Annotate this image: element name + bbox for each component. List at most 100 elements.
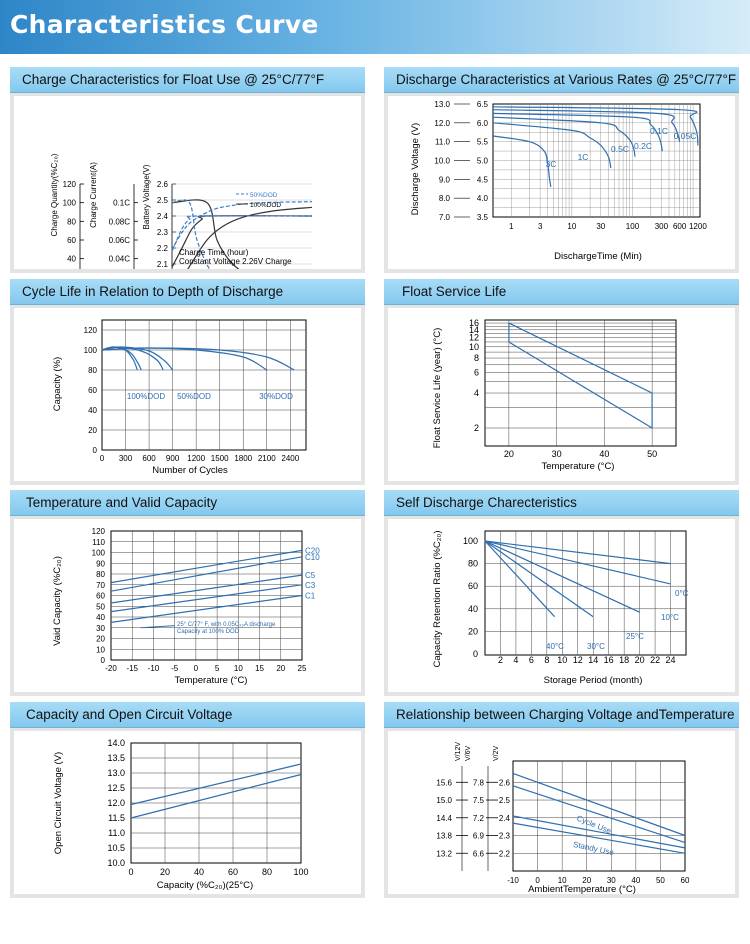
tick-label: 20 [468, 626, 478, 636]
series-label: 0.2C [634, 141, 652, 151]
panel-charge: Charge Characteristics for Float Use @ 2… [10, 67, 365, 273]
tick-label: -10 [148, 664, 160, 673]
tick-label: 12.5 [107, 783, 125, 793]
x-axis-label: Charge Time (hour) [179, 248, 249, 257]
tick-label: 40 [67, 255, 76, 264]
tick-label: 1800 [234, 454, 252, 463]
series-label: 0°C [675, 589, 689, 598]
ocv-chart: Open Circuit Voltage (V) Capacity (%C₂₀)… [53, 738, 309, 891]
series-label: 1C [578, 152, 589, 162]
series-line [110, 584, 303, 613]
series-line [187, 206, 313, 269]
tick-label: 120 [84, 326, 98, 335]
series-label: C5 [305, 571, 316, 580]
tick-label: 11.0 [435, 138, 451, 147]
tick-label: 12 [573, 655, 583, 665]
tick-label: 0 [194, 664, 199, 673]
tick-label: 20 [88, 426, 97, 435]
tick-label: 10.5 [107, 843, 125, 853]
series-line [101, 346, 142, 371]
series-label: 100%DOD [127, 392, 165, 401]
tick-label: 25 [298, 664, 307, 673]
panel-title: Capacity and Open Circuit Voltage [10, 702, 365, 728]
series-line [484, 540, 671, 565]
tick-label: 6.0 [477, 119, 489, 128]
tick-label: 80 [96, 570, 105, 579]
tick-label: 100 [63, 199, 77, 208]
tick-label: 11.0 [108, 828, 125, 838]
tick-label: 15.0 [436, 796, 452, 805]
tick-label: 600 [142, 454, 156, 463]
series-label: 10°C [661, 613, 679, 622]
tick-label: 14.4 [436, 814, 452, 823]
x-axis-label: Number of Cycles [152, 465, 228, 476]
tick-label: 5.5 [477, 138, 489, 147]
tick-label: 30 [596, 222, 605, 231]
tick-label: 60 [88, 386, 97, 395]
series-label: 0.05C [674, 131, 697, 141]
chart-area: Capacity Retention Ratio (%C₂₀) Storage … [388, 519, 735, 692]
x-axis-label: Capacity (%C₂₀)(25°C) [157, 880, 253, 891]
axis-voltage: Battery Voltage(V) [142, 164, 151, 229]
tick-label: 13.5 [107, 753, 125, 763]
tick-label: 20 [582, 876, 591, 885]
tick-label: 16 [469, 318, 479, 328]
x-axis-label: Temperature (°C) [175, 675, 248, 686]
tick-label: 3.5 [477, 213, 489, 222]
plot-frame [484, 319, 677, 447]
series-label: 30%DOD [259, 392, 293, 401]
chart-area: Discharge Voltage (V) DischargeTime (Min… [388, 96, 735, 269]
tick-label: 10 [567, 222, 576, 231]
series-label: C3 [305, 581, 316, 590]
tick-label: 100 [626, 222, 640, 231]
tick-label: 300 [119, 454, 133, 463]
series-line [130, 773, 302, 819]
page-title: Characteristics Curve [10, 10, 319, 39]
tick-label: 10 [557, 655, 567, 665]
series-label: 0.1C [650, 126, 668, 136]
tick-label: 0 [473, 649, 478, 659]
tick-label: 2.6 [499, 778, 511, 787]
tick-label: 20 [276, 664, 285, 673]
tick-label: 14.0 [107, 738, 125, 748]
x-axis-label: DischargeTime (Min) [554, 251, 642, 262]
tick-label: 7.8 [473, 778, 485, 787]
series-label: 30°C [587, 642, 605, 651]
tick-label: 0.1C [113, 199, 130, 208]
tick-label: 120 [63, 180, 77, 189]
tick-label: 40 [468, 604, 478, 614]
tick-label: 2.4 [157, 212, 169, 221]
axis-label: Float Service Life (year) (°C) [432, 328, 443, 448]
tick-label: 60 [228, 867, 238, 877]
tick-label: 13.0 [434, 100, 450, 109]
series-line [492, 112, 663, 152]
tick-label: 1200 [689, 222, 707, 231]
tick-label: 2.5 [157, 196, 169, 205]
series-line [171, 199, 211, 269]
tick-label: 1 [509, 222, 514, 231]
tick-label: 0.08C [109, 217, 131, 226]
tick-label: 60 [681, 876, 690, 885]
discharge-chart: Discharge Voltage (V) DischargeTime (Min… [410, 100, 707, 262]
tick-label: 2400 [281, 454, 299, 463]
tick-label: 60 [96, 592, 105, 601]
tick-label: 18 [619, 655, 629, 665]
tick-label: 7.5 [473, 796, 485, 805]
tick-label: -5 [171, 664, 179, 673]
series-label: 40°C [546, 642, 564, 651]
tick-label: 10.0 [107, 858, 125, 868]
tick-label: 13.0 [107, 768, 125, 778]
tick-label: 40 [599, 449, 609, 459]
tick-label: -10 [507, 876, 519, 885]
series-line [512, 772, 686, 837]
series-line [101, 346, 138, 371]
plot-frame [101, 319, 307, 451]
panel-chargingvoltage: Relationship between Charging Voltage an… [384, 702, 739, 898]
tick-label: 2 [498, 655, 503, 665]
series-line [484, 540, 671, 585]
series-line [512, 815, 686, 849]
series-line [512, 822, 686, 854]
panel-selfdischarge: Self Discharge Charecteristics Capacity … [384, 490, 739, 696]
tick-label: 12 [469, 333, 479, 343]
series-line [484, 540, 640, 613]
